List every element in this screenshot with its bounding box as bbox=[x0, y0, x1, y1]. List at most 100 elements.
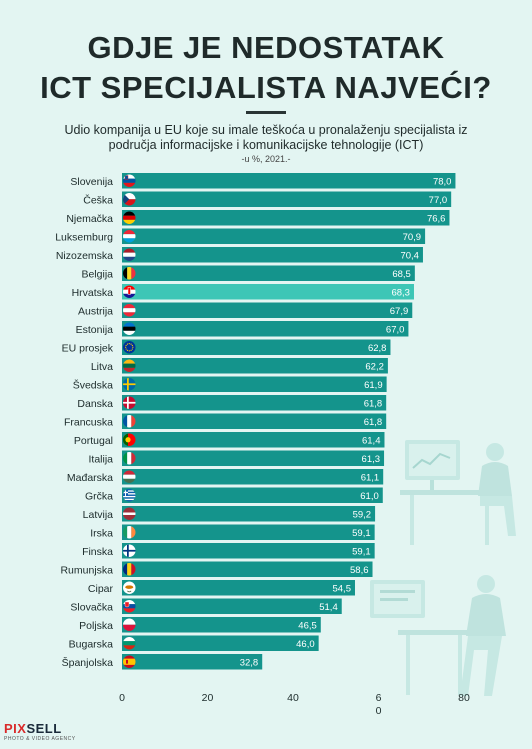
germany-flag bbox=[123, 211, 136, 224]
bar-20 bbox=[122, 524, 375, 540]
x-tick-label: 80 bbox=[458, 692, 470, 704]
romania-flag bbox=[123, 563, 136, 576]
france-flag bbox=[123, 415, 136, 428]
cyprus-flag bbox=[123, 581, 136, 594]
category-label: Rumunjska bbox=[60, 564, 113, 576]
category-label: Španjolska bbox=[62, 656, 114, 669]
bar-5 bbox=[122, 247, 423, 263]
category-label: Slovačka bbox=[70, 601, 113, 613]
slovenia-flag bbox=[123, 174, 136, 187]
desk-worker-illustration bbox=[400, 440, 516, 545]
value-label: 46,5 bbox=[298, 620, 317, 631]
estonia-flag bbox=[123, 322, 136, 335]
bar-22 bbox=[122, 561, 373, 577]
category-label: Cipar bbox=[88, 583, 114, 595]
belgium-flag bbox=[123, 267, 136, 280]
value-label: 76,6 bbox=[427, 213, 446, 224]
x-tick-label: 0 bbox=[119, 692, 125, 704]
bar-17 bbox=[122, 469, 384, 485]
bar-2 bbox=[122, 191, 452, 207]
bar-6 bbox=[122, 265, 415, 281]
bar-15 bbox=[122, 432, 385, 448]
bar-4 bbox=[122, 228, 426, 244]
value-label: 61,9 bbox=[364, 380, 383, 391]
value-label: 32,8 bbox=[240, 657, 259, 668]
category-label: Francuska bbox=[64, 416, 113, 428]
value-label: 46,0 bbox=[296, 639, 315, 650]
pixsell-logo: PIXSELL bbox=[4, 721, 62, 736]
value-label: 70,4 bbox=[400, 250, 419, 261]
finland-flag bbox=[123, 544, 136, 557]
category-label: Hrvatska bbox=[72, 287, 114, 299]
bar-13 bbox=[122, 395, 387, 411]
logo-part-a: PIX bbox=[4, 721, 27, 736]
bar-8 bbox=[122, 302, 413, 318]
bar-21 bbox=[122, 543, 375, 559]
hungary-flag bbox=[123, 470, 136, 483]
subtitle-line-2: područja informacijske i komunikacijske … bbox=[108, 138, 424, 152]
bar-12 bbox=[122, 376, 387, 392]
bar-25 bbox=[122, 617, 321, 633]
bar-27 bbox=[122, 654, 263, 670]
category-label: Portugal bbox=[74, 435, 113, 447]
italy-flag bbox=[123, 452, 136, 465]
category-label: Luksemburg bbox=[55, 231, 113, 243]
title-divider bbox=[246, 111, 286, 114]
bar-16 bbox=[122, 450, 385, 466]
value-label: 77,0 bbox=[429, 195, 448, 206]
latvia-flag bbox=[123, 507, 136, 520]
luxembourg-flag bbox=[123, 230, 136, 243]
lithuania-flag bbox=[123, 359, 136, 372]
bar-1 bbox=[122, 173, 456, 189]
category-label: Latvija bbox=[83, 509, 114, 521]
category-label: Italija bbox=[88, 453, 113, 465]
category-label: Estonija bbox=[76, 324, 114, 336]
value-label: 58,6 bbox=[350, 565, 369, 576]
value-label: 70,9 bbox=[403, 232, 422, 243]
bar-3 bbox=[122, 210, 450, 226]
eu-flag bbox=[123, 341, 136, 354]
sweden-flag bbox=[123, 378, 136, 391]
category-label: Mađarska bbox=[67, 472, 113, 484]
poland-flag bbox=[123, 618, 136, 631]
bar-9 bbox=[122, 321, 409, 337]
category-label: Grčka bbox=[85, 490, 113, 502]
portugal-flag bbox=[123, 433, 136, 446]
unit-note: -u %, 2021.- bbox=[241, 154, 291, 164]
value-label: 67,9 bbox=[390, 306, 409, 317]
value-label: 59,1 bbox=[352, 528, 371, 539]
x-tick-label: 40 bbox=[287, 692, 299, 704]
value-label: 61,8 bbox=[364, 417, 383, 428]
category-label: EU prosjek bbox=[62, 342, 114, 354]
category-label: Njemačka bbox=[66, 213, 113, 225]
value-label: 59,2 bbox=[353, 509, 372, 520]
category-label: Litva bbox=[91, 361, 113, 373]
spain-flag bbox=[123, 655, 136, 668]
category-label: Belgija bbox=[81, 268, 113, 280]
value-label: 51,4 bbox=[319, 602, 338, 613]
bar-23 bbox=[122, 580, 355, 596]
category-label: Švedska bbox=[73, 378, 113, 391]
category-label: Bugarska bbox=[69, 638, 114, 650]
bar-7 bbox=[122, 284, 414, 300]
ireland-flag bbox=[123, 526, 136, 539]
subtitle-line-1: Udio kompanija u EU koje su imale teškoć… bbox=[64, 123, 468, 137]
category-label: Austrija bbox=[78, 305, 113, 317]
value-label: 61,4 bbox=[362, 435, 381, 446]
czech-flag bbox=[123, 193, 136, 206]
value-label: 61,1 bbox=[361, 472, 380, 483]
slovakia-flag bbox=[123, 600, 136, 613]
bar-10 bbox=[122, 339, 391, 355]
bulgaria-flag bbox=[123, 637, 136, 650]
value-label: 61,8 bbox=[364, 398, 383, 409]
denmark-flag bbox=[123, 396, 136, 409]
logo-tagline: PHOTO & VIDEO AGENCY bbox=[4, 736, 76, 742]
bar-26 bbox=[122, 635, 319, 651]
title-line-2: ICT SPECIJALISTA NAJVEĆI? bbox=[40, 70, 492, 105]
greece-flag bbox=[123, 489, 136, 502]
category-label: Češka bbox=[83, 193, 113, 206]
bar-24 bbox=[122, 598, 342, 614]
value-label: 68,3 bbox=[391, 287, 410, 298]
